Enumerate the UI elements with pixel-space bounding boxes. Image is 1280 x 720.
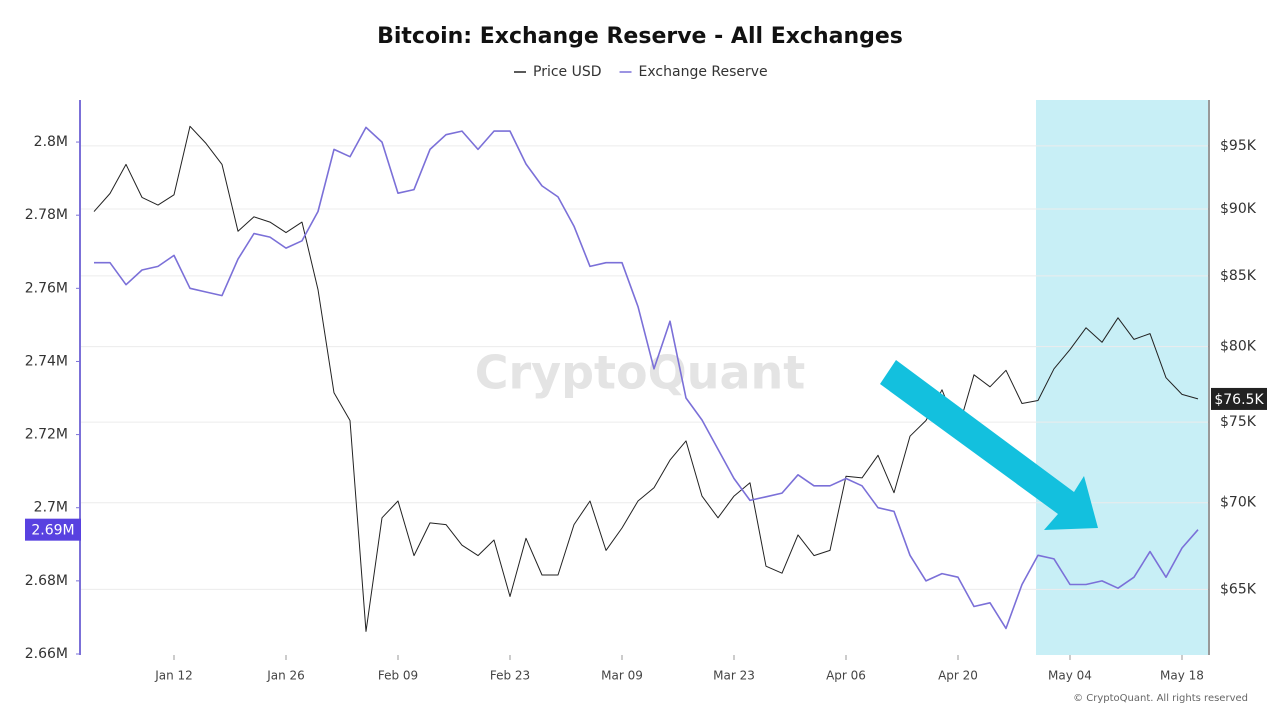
x-tick-label: Jan 26 — [266, 669, 305, 683]
y2-tick-label: $75K — [1220, 414, 1257, 430]
x-tick-label: Apr 06 — [826, 669, 866, 683]
series-line — [93, 125, 1199, 632]
x-tick-label: Feb 23 — [490, 669, 530, 683]
value-badge — [1211, 387, 1267, 410]
x-tick-label: May 04 — [1048, 669, 1092, 683]
y-tick-label: 2.68M — [25, 573, 68, 589]
y-tick-label: 2.7M — [34, 500, 68, 516]
legend-label: Exchange Reserve — [639, 64, 768, 80]
x-tick-label: Jan 12 — [154, 669, 193, 683]
x-tick-label: Apr 20 — [938, 669, 978, 683]
y-tick-label: 2.78M — [25, 207, 68, 223]
chart-title: Bitcoin: Exchange Reserve - All Exchange… — [377, 24, 903, 49]
y2-tick-label: $80K — [1220, 339, 1257, 355]
arrow — [880, 360, 1098, 530]
legend: Price USD Exchange Reserve — [514, 64, 768, 80]
series-line — [94, 126, 1199, 630]
plot — [93, 125, 1199, 632]
y2-tick-label: $95K — [1220, 138, 1257, 154]
legend-label: Price USD — [533, 64, 602, 80]
value-label: $76.5K — [1214, 392, 1264, 408]
value-label: 2.69M — [31, 523, 74, 539]
y2-tick-label: $65K — [1220, 581, 1257, 597]
watermark: CryptoQuant — [475, 346, 806, 400]
y-tick-label: 2.76M — [25, 280, 68, 296]
grid — [80, 145, 1209, 590]
y-tick-label: 2.8M — [34, 134, 68, 150]
y2-tick-label: $70K — [1220, 495, 1257, 511]
y2-tick-label: $90K — [1220, 201, 1257, 217]
arrow-shape — [880, 360, 1098, 530]
x-tick-label: Mar 09 — [601, 669, 643, 683]
highlight-region — [1036, 100, 1208, 655]
value-badge — [25, 518, 81, 541]
footer: © CryptoQuant. All rights reserved — [1073, 693, 1248, 704]
y-tick-label: 2.66M — [25, 646, 68, 662]
y-tick-label: 2.74M — [25, 353, 68, 369]
x-tick-label: Feb 09 — [378, 669, 418, 683]
y2-tick-label: $85K — [1220, 268, 1257, 284]
y-tick-label: 2.72M — [25, 427, 68, 443]
x-tick-label: May 18 — [1160, 669, 1204, 683]
x-tick-label: Mar 23 — [713, 669, 755, 683]
